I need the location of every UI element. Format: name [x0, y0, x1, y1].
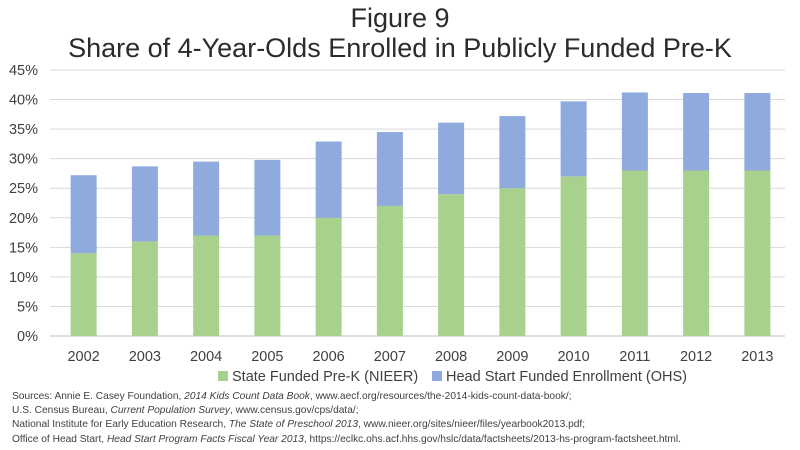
bar-state-funded [193, 235, 220, 336]
bar-head-start [193, 161, 220, 236]
bar-head-start [376, 132, 403, 206]
bar-state-funded [499, 188, 526, 336]
bar-head-start [254, 159, 281, 236]
y-tick-label: 0% [17, 329, 38, 345]
y-tick-label: 10% [9, 270, 38, 286]
bar-head-start [438, 122, 465, 195]
bar-state-funded [683, 170, 710, 336]
x-tick-label: 2009 [496, 349, 528, 365]
stacked-bar-chart: 0%5%10%15%20%25%30%35%40%45% 2002 2003 200… [9, 63, 785, 385]
source-line: Sources: Annie E. Casey Foundation, 2014… [12, 391, 572, 402]
source-line: U.S. Census Bureau, Current Population S… [12, 405, 359, 417]
x-tick-label: 2012 [680, 349, 712, 365]
bars [70, 92, 771, 336]
bar-state-funded [131, 241, 158, 336]
y-axis: 0% 5% 10% 15% 20% 25% 30% 35% 40% 45% [9, 63, 38, 345]
bar-head-start [621, 92, 648, 171]
x-tick-label: 2008 [435, 349, 467, 365]
sources-note: Sources: Annie E. Casey Foundation, 2014… [12, 390, 681, 447]
x-tick-label: 2006 [312, 349, 344, 365]
legend: State Funded Pre-K (NIEER) Head Start Fun… [218, 369, 687, 385]
legend-swatch [432, 371, 442, 381]
bar-head-start [70, 175, 97, 254]
y-tick-label: 45% [9, 63, 38, 79]
source-line: National Institute for Early Education R… [12, 419, 586, 431]
x-tick-label: 2002 [67, 349, 99, 365]
chart-title: Share of 4-Year-Olds Enrolled in Publicl… [68, 33, 732, 63]
y-tick-label: 15% [9, 240, 38, 256]
bar-state-funded [376, 205, 403, 336]
bar-state-funded [438, 194, 465, 336]
bar-state-funded [621, 170, 648, 336]
figure-label: Figure 9 [350, 3, 450, 33]
x-tick-label: 2013 [741, 349, 773, 365]
y-tick-label: 40% [9, 93, 38, 109]
x-tick-label: 2011 [619, 349, 650, 365]
bar-state-funded [315, 217, 342, 336]
bar-state-funded [560, 176, 587, 336]
bar-head-start [131, 166, 158, 242]
bar-head-start [683, 93, 710, 171]
x-tick-label: 2010 [557, 349, 589, 365]
y-tick-label: 25% [9, 181, 38, 197]
x-axis: 2002 2003 2004 2005 2006 2007 2008 2009 2010 2011… [67, 349, 773, 365]
bar-head-start [499, 116, 526, 189]
x-tick-label: 2005 [251, 349, 283, 365]
x-tick-label: 2007 [374, 349, 406, 365]
bar-head-start [744, 93, 771, 171]
y-tick-label: 5% [17, 299, 38, 315]
x-tick-label: 2003 [129, 349, 161, 365]
bar-state-funded [254, 235, 281, 336]
gridlines [50, 69, 785, 337]
legend-swatch [218, 371, 228, 381]
source-line: Office of Head Start, Head Start Program… [12, 433, 681, 445]
y-tick-label: 30% [9, 152, 38, 168]
bar-head-start [560, 101, 587, 177]
y-tick-label: 20% [9, 211, 38, 227]
y-tick-label: 35% [9, 122, 38, 138]
legend-label: State Funded Pre-K (NIEER) [232, 369, 418, 385]
bar-head-start [315, 141, 342, 218]
x-tick-label: 2004 [190, 349, 222, 365]
legend-label: Head Start Funded Enrollment (OHS) [446, 369, 687, 385]
bar-state-funded [744, 170, 771, 336]
bar-state-funded [70, 253, 97, 336]
